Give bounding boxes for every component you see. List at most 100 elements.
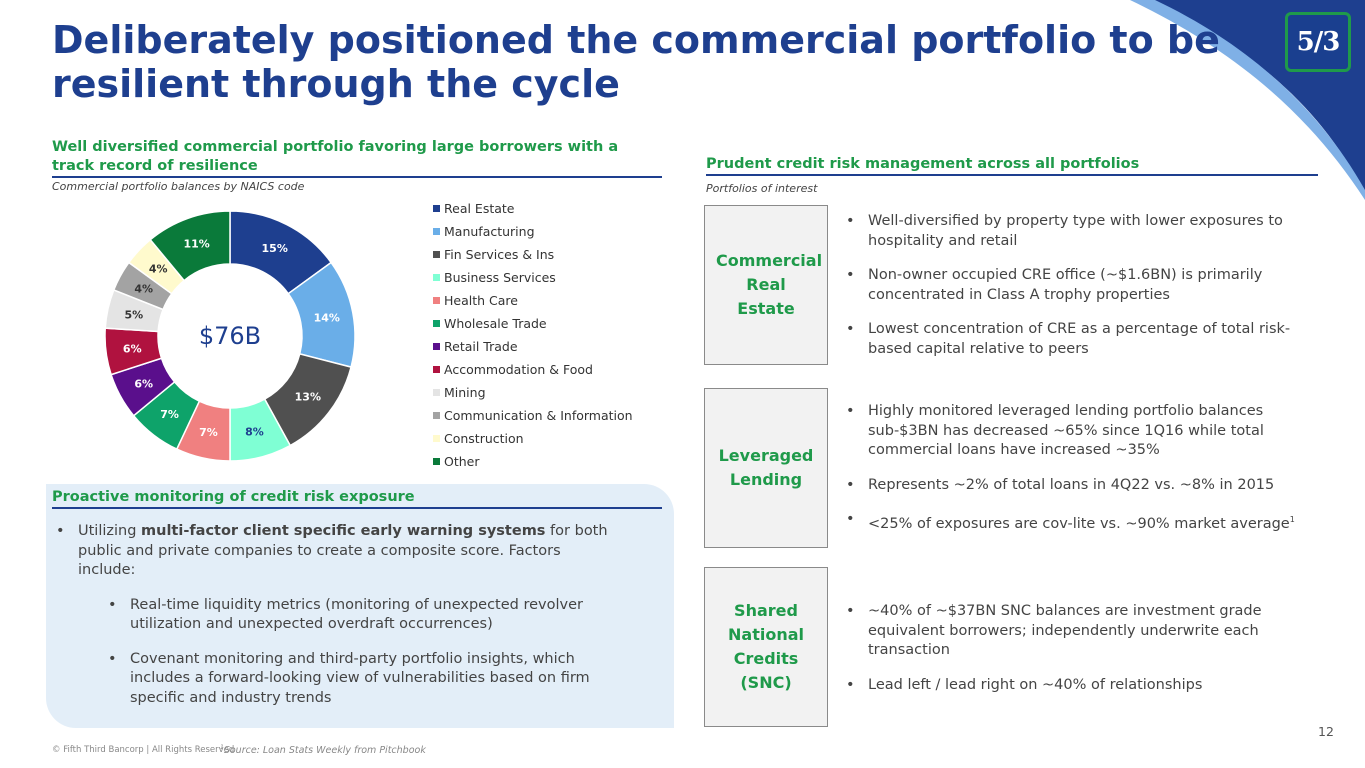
- bullet-text: Well-diversified by property type with l…: [868, 213, 1283, 249]
- donut-slice-other: [149, 210, 231, 282]
- donut-data-label: 8%: [245, 425, 264, 438]
- legend-item: Health Care: [433, 289, 633, 312]
- legend-label: Mining: [444, 385, 486, 400]
- list-item: • Highly monitored leveraged lending port…: [846, 402, 1316, 461]
- legend-item: Construction: [433, 427, 633, 450]
- bullet-text: Represents ~2% of total loans in 4Q22 vs…: [868, 476, 1275, 493]
- list-item: • Covenant monitoring and third-party po…: [108, 650, 616, 709]
- logo-text: 5/3: [1296, 27, 1341, 57]
- donut-data-label: 11%: [183, 237, 209, 250]
- bullet-marker: •: [846, 603, 855, 619]
- legend-label: Retail Trade: [444, 339, 518, 354]
- snc-bullets: • ~40% of ~$37BN SNC balances are investm…: [846, 602, 1316, 710]
- donut-data-label: 13%: [295, 390, 321, 403]
- monitoring-sub-text: Real-time liquidity metrics (monitoring …: [130, 596, 583, 633]
- legend-swatch: [433, 228, 440, 235]
- legend-swatch: [433, 412, 440, 419]
- legend-item: Communication & Information: [433, 404, 633, 427]
- monitoring-main-text: Utilizing multi-factor client specific e…: [78, 522, 616, 581]
- donut-center-label: $76B: [199, 322, 261, 350]
- legend-item: Manufacturing: [433, 220, 633, 243]
- legend-label: Wholesale Trade: [444, 316, 547, 331]
- legend-item: Accommodation & Food: [433, 358, 633, 381]
- legend-swatch: [433, 205, 440, 212]
- portfolio-subheading: Commercial portfolio balances by NAICS c…: [52, 180, 305, 193]
- bullet-text: <25% of exposures are cov-lite vs. ~90% …: [868, 510, 1295, 534]
- monitoring-bullets: • Utilizing multi-factor client specific…: [56, 522, 616, 723]
- list-item: • Real-time liquidity metrics (monitorin…: [108, 596, 616, 635]
- footer-source-text: Source: Loan Stats Weekly from Pitchbook: [223, 745, 426, 757]
- bullet-marker: •: [846, 213, 855, 229]
- footer-source-marker: 1: [220, 744, 224, 751]
- donut-data-label: 4%: [134, 283, 153, 296]
- list-item: • <25% of exposures are cov-lite vs. ~90%…: [846, 510, 1316, 534]
- legend-swatch: [433, 435, 440, 442]
- bullet-marker: •: [846, 321, 855, 337]
- legend-item: Wholesale Trade: [433, 312, 633, 335]
- list-item: • Utilizing multi-factor client specific…: [56, 522, 616, 581]
- naics-donut-chart: 15% 14% 13% 8% 7% 7% 6% 6% 5% 4% 4% 11% $76B: [104, 210, 356, 462]
- legend-label: Business Services: [444, 270, 556, 285]
- monitoring-panel: [46, 484, 674, 728]
- donut-data-label: 4%: [149, 263, 168, 276]
- legend-swatch: [433, 458, 440, 465]
- bullet-text-body: <25% of exposures are cov-lite vs. ~90% …: [868, 515, 1290, 532]
- bullet-text: Lowest concentration of CRE as a percent…: [868, 321, 1291, 357]
- bullet-marker: •: [846, 676, 855, 693]
- bullet-marker: •: [56, 523, 65, 539]
- portfolio-label: Shared National Credits (SNC): [728, 601, 804, 692]
- list-item: • Non-owner occupied CRE office (~$1.6BN)…: [846, 266, 1316, 305]
- legend-swatch: [433, 251, 440, 258]
- legend-label: Communication & Information: [444, 408, 633, 423]
- legend-swatch: [433, 366, 440, 373]
- footer-copyright: © Fifth Third Bancorp | All Rights Reser…: [52, 745, 235, 755]
- bullet-text: Highly monitored leveraged lending portf…: [868, 403, 1264, 458]
- donut-data-label: 7%: [199, 426, 218, 439]
- list-item: • Lowest concentration of CRE as a percen…: [846, 320, 1316, 359]
- bullet-marker: •: [846, 403, 855, 419]
- list-item: • Represents ~2% of total loans in 4Q22 v…: [846, 476, 1316, 496]
- legend-label: Accommodation & Food: [444, 362, 593, 377]
- legend-swatch: [433, 274, 440, 281]
- slide-title: Deliberately positioned the commercial p…: [52, 18, 1220, 106]
- donut-data-label: 15%: [262, 242, 288, 255]
- portfolio-label: Leveraged Lending: [718, 446, 814, 489]
- portfolio-box-cre: Commercial Real Estate: [704, 205, 828, 365]
- donut-data-label: 6%: [134, 377, 153, 390]
- bullet-text: Lead left / lead right on ~40% of relati…: [868, 676, 1203, 693]
- footer-source: 1Source: Loan Stats Weekly from Pitchboo…: [220, 744, 426, 756]
- list-item: • ~40% of ~$37BN SNC balances are investm…: [846, 602, 1316, 661]
- legend-label: Construction: [444, 431, 524, 446]
- donut-data-label: 6%: [123, 342, 142, 355]
- fifth-third-logo: 5/3: [1285, 12, 1351, 72]
- legend-item: Retail Trade: [433, 335, 633, 358]
- donut-data-label: 5%: [125, 309, 144, 322]
- portfolio-heading: Well diversified commercial portfolio fa…: [52, 138, 662, 178]
- monitoring-heading: Proactive monitoring of credit risk expo…: [52, 488, 662, 509]
- cre-bullets: • Well-diversified by property type with …: [846, 212, 1316, 374]
- monitoring-sub-bullets: • Real-time liquidity metrics (monitorin…: [56, 596, 616, 709]
- bullet-marker: •: [846, 476, 855, 493]
- legend-label: Health Care: [444, 293, 518, 308]
- portfolio-label: Commercial Real Estate: [716, 251, 823, 318]
- portfolio-box-leveraged: Leveraged Lending: [704, 388, 828, 548]
- legend-label: Other: [444, 454, 480, 469]
- legend-swatch: [433, 320, 440, 327]
- bullet-marker: •: [108, 596, 117, 613]
- bullet-text: Non-owner occupied CRE office (~$1.6BN) …: [868, 267, 1263, 303]
- chart-legend: Real Estate Manufacturing Fin Services & I…: [433, 197, 633, 473]
- monitoring-sub-text: Covenant monitoring and third-party port…: [130, 650, 590, 706]
- legend-label: Real Estate: [444, 201, 515, 216]
- monitoring-main-prefix: Utilizing: [78, 523, 142, 539]
- monitoring-main-bold: multi-factor client specific early warni…: [141, 523, 546, 539]
- legend-swatch: [433, 389, 440, 396]
- risk-heading: Prudent credit risk management across al…: [706, 155, 1318, 176]
- list-item: • Well-diversified by property type with …: [846, 212, 1316, 251]
- legend-item: Other: [433, 450, 633, 473]
- donut-data-label: 7%: [160, 408, 179, 421]
- bullet-marker: •: [108, 650, 117, 667]
- list-item: • Lead left / lead right on ~40% of relat…: [846, 676, 1316, 696]
- legend-label: Fin Services & Ins: [444, 247, 555, 262]
- bullet-text: ~40% of ~$37BN SNC balances are investme…: [868, 603, 1262, 658]
- legend-label: Manufacturing: [444, 224, 535, 239]
